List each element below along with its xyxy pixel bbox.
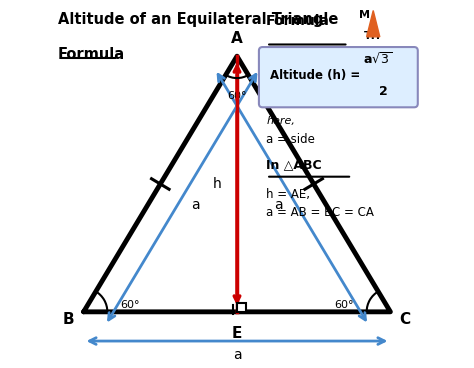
Bar — [237, 303, 246, 312]
Text: a: a — [191, 198, 200, 212]
Text: h: h — [212, 177, 221, 191]
Text: MONKS: MONKS — [357, 49, 392, 58]
Text: a = side: a = side — [266, 133, 315, 146]
Text: 60°: 60° — [334, 300, 354, 310]
Text: E: E — [232, 326, 242, 341]
Text: a: a — [274, 198, 283, 212]
FancyBboxPatch shape — [259, 47, 418, 107]
Text: A: A — [231, 31, 243, 46]
Text: Altitude (h) =: Altitude (h) = — [270, 69, 364, 82]
Text: C: C — [400, 312, 410, 327]
Text: In △ABC: In △ABC — [266, 159, 322, 171]
Text: TH: TH — [364, 31, 381, 40]
Text: a$\sqrt{3}$: a$\sqrt{3}$ — [363, 51, 392, 66]
Text: a: a — [233, 348, 241, 362]
Text: h = AE,: h = AE, — [266, 188, 310, 201]
Text: Formula: Formula — [58, 47, 125, 62]
Text: here,: here, — [266, 116, 295, 127]
Text: 2: 2 — [379, 85, 387, 98]
Text: B: B — [63, 312, 74, 327]
Text: M: M — [359, 10, 370, 20]
Text: a = AB = BC = CA: a = AB = BC = CA — [266, 206, 374, 219]
Text: 60°: 60° — [120, 300, 140, 310]
Polygon shape — [367, 11, 380, 37]
Text: Formula: Formula — [266, 14, 330, 28]
Text: Altitude of an Equilateral Triangle: Altitude of an Equilateral Triangle — [58, 13, 338, 27]
Text: 60°: 60° — [227, 91, 247, 101]
